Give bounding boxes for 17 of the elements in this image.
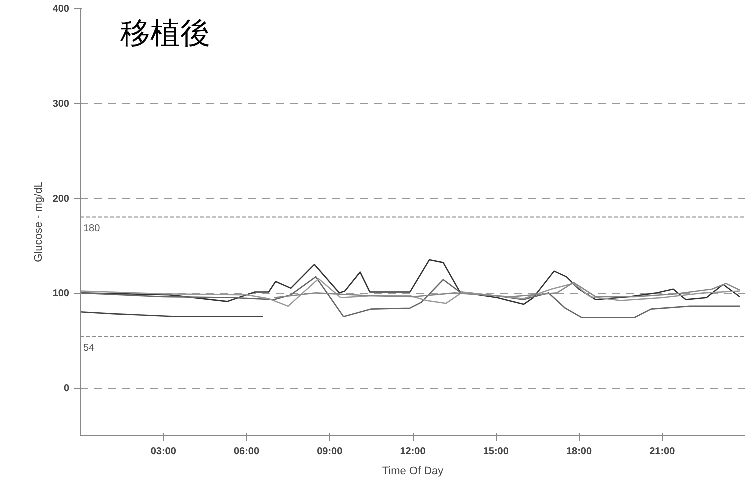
x-axis-title: Time Of Day [382,466,444,478]
x-tick-label: 15:00 [483,446,510,458]
x-tick-label: 21:00 [650,446,676,458]
y-tick-label: 0 [64,384,70,395]
ref-line-label: 54 [84,342,96,354]
y-tick-label: 400 [52,4,70,15]
x-tick-label: 18:00 [566,446,592,458]
y-tick-label: 300 [52,98,70,110]
x-tick-label: 03:00 [150,446,177,458]
y-tick-label: 100 [52,288,70,300]
ref-line-label: 180 [84,223,101,234]
x-tick-label: 12:00 [400,446,426,458]
y-axis-title: Glucose - mg/dL [32,182,45,262]
y-tick-label: 200 [52,194,70,205]
x-tick-label: 06:00 [234,446,260,458]
chart-title: 移植後 [120,18,210,50]
x-tick-label: 09:00 [317,446,344,458]
